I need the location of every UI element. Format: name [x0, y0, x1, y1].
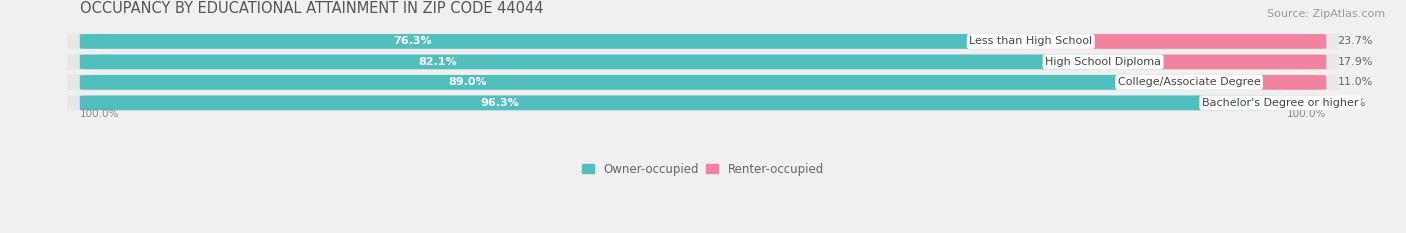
FancyBboxPatch shape: [80, 96, 1279, 110]
Text: Source: ZipAtlas.com: Source: ZipAtlas.com: [1267, 9, 1385, 19]
FancyBboxPatch shape: [67, 74, 1339, 91]
FancyBboxPatch shape: [80, 75, 1189, 90]
Legend: Owner-occupied, Renter-occupied: Owner-occupied, Renter-occupied: [582, 163, 824, 176]
FancyBboxPatch shape: [1031, 34, 1326, 49]
Text: 100.0%: 100.0%: [1286, 109, 1326, 119]
Text: High School Diploma: High School Diploma: [1045, 57, 1161, 67]
Text: 82.1%: 82.1%: [419, 57, 457, 67]
Text: 23.7%: 23.7%: [1337, 36, 1372, 46]
FancyBboxPatch shape: [1104, 55, 1326, 69]
Text: 76.3%: 76.3%: [394, 36, 432, 46]
Text: OCCUPANCY BY EDUCATIONAL ATTAINMENT IN ZIP CODE 44044: OCCUPANCY BY EDUCATIONAL ATTAINMENT IN Z…: [80, 1, 543, 17]
Text: 96.3%: 96.3%: [481, 98, 519, 108]
FancyBboxPatch shape: [67, 54, 1339, 70]
Text: Less than High School: Less than High School: [969, 36, 1092, 46]
FancyBboxPatch shape: [67, 95, 1339, 111]
Text: 11.0%: 11.0%: [1337, 77, 1372, 87]
FancyBboxPatch shape: [80, 34, 1031, 49]
FancyBboxPatch shape: [80, 55, 1104, 69]
Text: 89.0%: 89.0%: [449, 77, 488, 87]
FancyBboxPatch shape: [1189, 75, 1326, 90]
Text: 3.7%: 3.7%: [1337, 98, 1365, 108]
FancyBboxPatch shape: [67, 33, 1339, 50]
FancyBboxPatch shape: [1279, 96, 1326, 110]
Text: College/Associate Degree: College/Associate Degree: [1118, 77, 1260, 87]
Text: Bachelor's Degree or higher: Bachelor's Degree or higher: [1202, 98, 1358, 108]
Text: 17.9%: 17.9%: [1337, 57, 1372, 67]
Text: 100.0%: 100.0%: [80, 109, 120, 119]
